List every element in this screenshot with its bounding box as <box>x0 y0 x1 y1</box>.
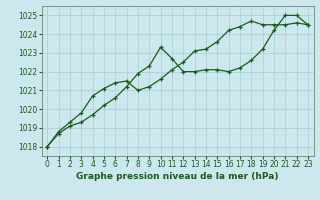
X-axis label: Graphe pression niveau de la mer (hPa): Graphe pression niveau de la mer (hPa) <box>76 172 279 181</box>
